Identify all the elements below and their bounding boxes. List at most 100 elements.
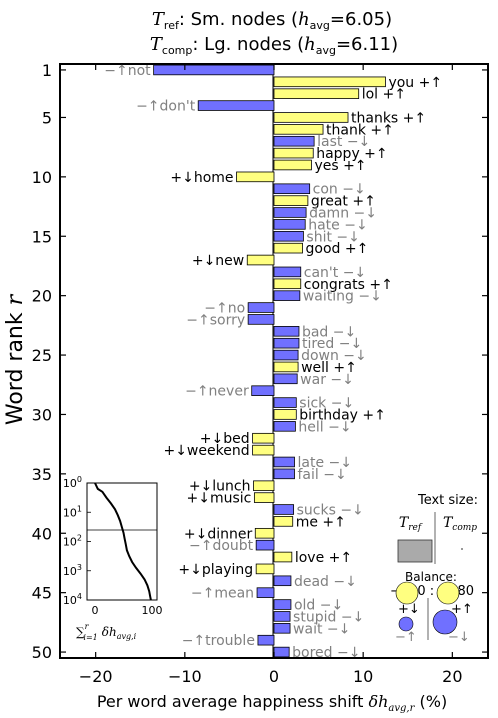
word-label-lol: lol +↑ — [362, 87, 406, 103]
inset-xlabel-sigma: ∑ — [76, 625, 85, 639]
word-label-great: great +↑ — [311, 194, 376, 210]
x-tick-label-4: 20 — [442, 667, 462, 686]
word-label-lunch: +↓lunch — [189, 479, 251, 495]
bar-tired — [273, 337, 300, 349]
y-tick-label-6: 30 — [32, 405, 52, 424]
x-tick-label-3: 10 — [353, 667, 373, 686]
word-label-war: war −↓ — [300, 372, 354, 388]
bar-damn — [273, 207, 307, 218]
y-tick-label-0: 1 — [42, 61, 52, 80]
word-label-down: down −↓ — [301, 348, 367, 364]
legend-tref: Tref — [399, 515, 423, 533]
legend-circle-neg-up — [398, 616, 414, 632]
word-label-happy: happy +↑ — [316, 146, 387, 162]
word-label-sick: sick −↓ — [299, 396, 354, 412]
legend-size-ref-box — [397, 539, 433, 563]
word-label-not: −↑not — [104, 63, 151, 79]
bar-dinner — [254, 527, 275, 539]
bar-dead — [273, 575, 292, 587]
bar-bored — [273, 646, 290, 658]
title-tref-symbol: T — [152, 9, 166, 30]
word-label-congrats: congrats +↑ — [304, 277, 393, 293]
word-label-playing: +↓playing — [178, 562, 253, 578]
word-label-weekend: +↓weekend — [163, 443, 249, 459]
bar-lunch — [253, 480, 275, 492]
title-line1-val: =6.05) — [330, 9, 392, 30]
bar-late — [273, 456, 295, 468]
bar-home — [236, 171, 275, 183]
bar-new — [246, 254, 275, 266]
y-axis-label: Word rank r — [3, 293, 28, 425]
x-axis-label-suffix: (%) — [414, 692, 447, 711]
bars-group — [153, 64, 386, 658]
bar-waiting — [273, 290, 301, 301]
inset-xlabel-sup: r — [85, 622, 90, 631]
word-label-waiting: waiting −↓ — [303, 289, 382, 305]
inset-ytick-exp-1: 1 — [77, 504, 82, 513]
legend-text-size-label: Text size: — [417, 493, 478, 508]
bar-trouble — [257, 634, 275, 646]
bar-stupid — [273, 611, 291, 622]
word-label-dinner: +↓dinner — [184, 526, 253, 542]
word-label-mean: −↑mean — [191, 586, 254, 602]
x-tick-label-1: −10 — [168, 667, 202, 686]
chart-title: Tref: Sm. nodes (havg=6.05) Tcomp: Lg. n… — [150, 9, 398, 57]
y-tick-label-1: 5 — [42, 108, 52, 127]
word-label-late: late −↓ — [298, 455, 352, 471]
title-line1-h: h — [298, 9, 310, 30]
word-label-bad: bad −↓ — [302, 324, 356, 340]
x-axis-label: Per word average happiness shift δhavg,r… — [97, 692, 447, 714]
bar-sucks — [273, 504, 295, 515]
legend-tcomp-sub: comp — [452, 523, 477, 533]
word-label-hell: hell −↓ — [298, 419, 351, 435]
inset-ytick-base-4: 10 — [63, 594, 77, 607]
word-label-sucks: sucks −↓ — [297, 503, 364, 519]
title-tref-sub: ref — [164, 19, 180, 32]
word-labels-group: −↑not you +↑lol +↑ −↑don't thanks +↑thank +… — [104, 63, 442, 661]
inset-xlabel-sub: i=1 — [83, 633, 97, 642]
word-label-birthday: birthday +↑ — [299, 407, 386, 423]
title-line2-val: =6.11) — [336, 34, 398, 55]
legend-quad-neg-down: −↓ — [448, 630, 470, 645]
legend-balance-label: Balance: — [405, 570, 457, 584]
word-label-new: +↓new — [192, 253, 244, 269]
word-label-well: well +↑ — [301, 360, 357, 376]
inset-ytick-exp-0: 0 — [77, 475, 82, 484]
inset-xlabel-rest-sub: avg,i — [117, 632, 137, 641]
y-tick-label-2: 10 — [32, 168, 52, 187]
word-label-no: −↑no — [204, 301, 245, 317]
bar-war — [273, 373, 298, 385]
word-label-bored: bored −↓ — [292, 645, 360, 661]
svg-text:Tref: Sm. nodes (havg=6.05): Tref: Sm. nodes (havg=6.05) — [152, 9, 392, 32]
word-label-old: old −↓ — [294, 598, 343, 614]
inset-ytick-exp-3: 3 — [77, 563, 82, 572]
word-label-doubt: −↑doubt — [189, 538, 254, 554]
x-ticks-group: −20 −10 0 10 20 — [79, 64, 463, 686]
inset-ytick-3: 103 — [63, 563, 82, 578]
word-label-sorry: −↑sorry — [186, 312, 245, 328]
bar-yes — [273, 159, 312, 171]
word-label-tired: tired −↓ — [302, 336, 362, 352]
bar-thanks — [273, 112, 349, 123]
y-tick-label-7: 35 — [32, 465, 52, 484]
inset-ytick-4: 104 — [63, 592, 82, 607]
word-label-yes: yes +↑ — [314, 158, 366, 174]
bar-bed — [252, 432, 275, 444]
inset-ytick-base-2: 10 — [63, 536, 77, 549]
y-tick-label-10: 50 — [32, 643, 52, 662]
bar-hell — [273, 421, 296, 432]
word-label-me: me +↑ — [296, 514, 346, 530]
word-label-dead: dead −↓ — [294, 574, 357, 590]
legend-quad-neg-up: −↑ — [395, 630, 417, 645]
inset-xlabel: ∑r i=1 δhavg,i — [76, 622, 137, 642]
legend-tcomp: Tcomp — [443, 515, 477, 533]
word-label-home: +↓home — [170, 170, 233, 186]
word-label-wait: wait −↓ — [293, 621, 350, 637]
word-label-music: +↓music — [187, 491, 252, 507]
x-axis-label-prefix: Per word average happiness shift — [97, 692, 369, 711]
inset-curve — [94, 482, 152, 601]
legend-circle-neg-down — [432, 609, 458, 635]
word-label-trouble: −↑trouble — [182, 633, 255, 649]
legend-quad-pos-down: +↓ — [398, 602, 420, 617]
word-label-bed: +↓bed — [200, 431, 250, 447]
